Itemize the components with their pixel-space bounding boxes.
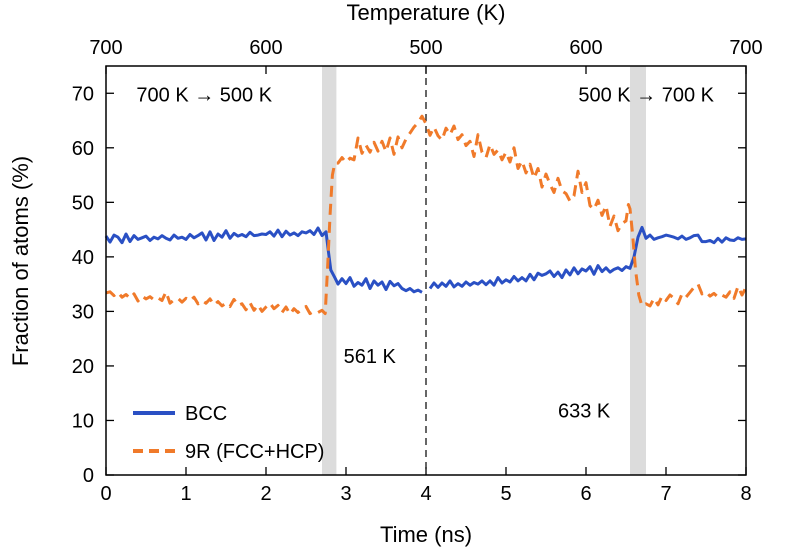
top-tick-label: 600 — [569, 37, 602, 59]
y-tick-label: 40 — [72, 247, 94, 269]
series-layer — [104, 114, 748, 316]
series-line-bcc — [104, 225, 747, 294]
annotations: 700 K → 500 K 500 K → 700 K 561 K 633 K — [136, 84, 714, 422]
top-tick-label: 700 — [89, 37, 122, 59]
ticks: 0 1 2 3 4 5 6 7 8 0 10 20 30 40 50 60 70 700 600 500 600 700 — [72, 37, 763, 505]
y-tick-label: 30 — [72, 301, 94, 323]
shaded-region — [322, 66, 337, 475]
x-tick-label: 0 — [100, 483, 111, 505]
y-tick-label: 20 — [72, 356, 94, 378]
top-tick-label: 500 — [409, 37, 442, 59]
x-tick-label: 6 — [580, 483, 591, 505]
x-tick-label: 7 — [660, 483, 671, 505]
y-tick-label: 60 — [72, 138, 94, 160]
x-tick-label: 5 — [500, 483, 511, 505]
y-tick-label: 70 — [72, 83, 94, 105]
annotation-label: 700 K → 500 K — [136, 84, 272, 106]
top-tick-label: 600 — [249, 37, 282, 59]
shaded-region — [630, 66, 646, 475]
legend-label-bcc: BCC — [185, 403, 227, 425]
y-tick-label: 50 — [72, 192, 94, 214]
x-tick-label: 1 — [180, 483, 191, 505]
annotation-label: 500 K → 700 K — [578, 84, 714, 106]
y-tick-label: 10 — [72, 410, 94, 432]
x-tick-label: 2 — [260, 483, 271, 505]
legend: BCC 9R (FCC+HCP) — [133, 403, 324, 463]
x-axis-label: Time (ns) — [380, 522, 472, 547]
annotation-label: 561 K — [344, 346, 397, 368]
annotation-label: 633 K — [558, 401, 611, 423]
x-tick-label: 3 — [340, 483, 351, 505]
legend-label-9r: 9R (FCC+HCP) — [185, 441, 324, 463]
x-tick-label: 8 — [740, 483, 751, 505]
top-tick-label: 700 — [729, 37, 762, 59]
x-tick-label: 4 — [420, 483, 431, 505]
y-axis-label: Fraction of atoms (%) — [8, 156, 33, 366]
y-tick-label: 0 — [83, 465, 94, 487]
top-axis-label: Temperature (K) — [347, 0, 506, 25]
